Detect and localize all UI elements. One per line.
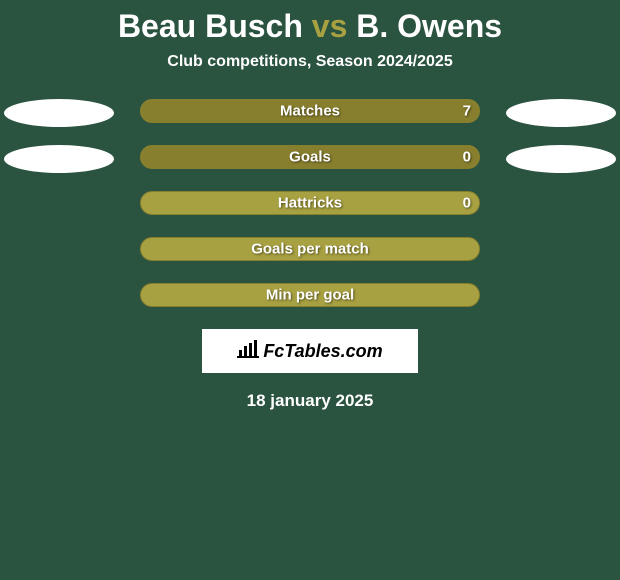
stat-bar: Goals per match (140, 237, 480, 261)
stat-bar: Goals 0 (140, 145, 480, 169)
stats-wrapper: Matches 7 Goals 0 Hattricks 0 Goals per … (0, 99, 620, 307)
stat-label: Min per goal (266, 287, 354, 304)
title-player2: B. Owens (356, 8, 502, 44)
logo-box: FcTables.com (202, 329, 418, 373)
stat-row-hattricks: Hattricks 0 (0, 191, 620, 215)
title-vs: vs (312, 8, 348, 44)
stat-value: 0 (463, 195, 471, 212)
comparison-card: Beau Busch vs B. Owens Club competitions… (0, 0, 620, 411)
stat-label: Goals (289, 149, 331, 166)
oval-left-2 (4, 145, 114, 173)
stat-value: 7 (463, 103, 471, 120)
date: 18 january 2025 (0, 391, 620, 411)
stat-row-min-per-goal: Min per goal (0, 283, 620, 307)
subtitle: Club competitions, Season 2024/2025 (0, 53, 620, 71)
stat-label: Goals per match (251, 241, 369, 258)
title-player1: Beau Busch (118, 8, 303, 44)
chart-icon (237, 340, 259, 363)
logo-text: FcTables.com (263, 341, 382, 362)
stat-value: 0 (463, 149, 471, 166)
title: Beau Busch vs B. Owens (0, 8, 620, 45)
oval-right-1 (506, 99, 616, 127)
oval-right-2 (506, 145, 616, 173)
stat-row-goals-per-match: Goals per match (0, 237, 620, 261)
oval-left-1 (4, 99, 114, 127)
stat-label: Matches (280, 103, 340, 120)
logo: FcTables.com (237, 340, 382, 363)
stat-bar: Min per goal (140, 283, 480, 307)
stat-label: Hattricks (278, 195, 342, 212)
stat-bar: Matches 7 (140, 99, 480, 123)
stat-bar: Hattricks 0 (140, 191, 480, 215)
